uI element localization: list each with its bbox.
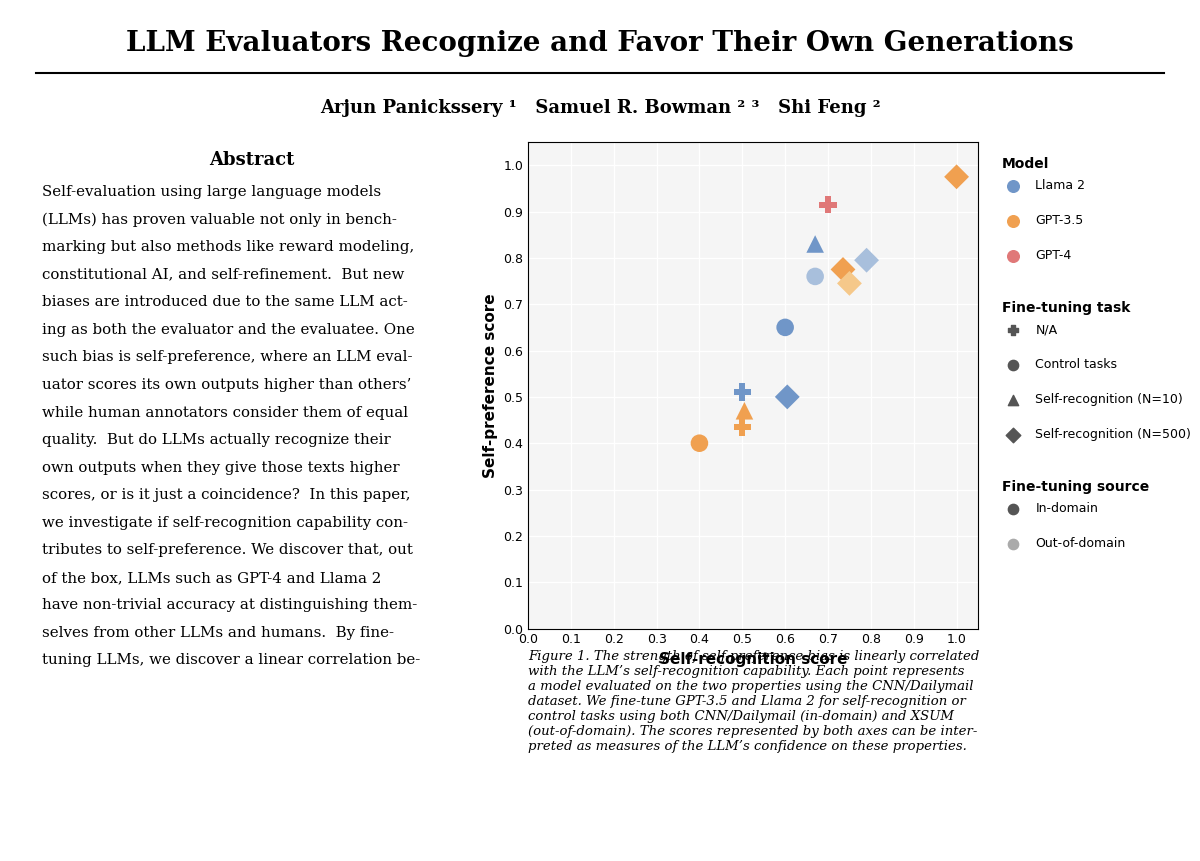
Text: own outputs when they give those texts higher: own outputs when they give those texts h…	[42, 461, 400, 474]
Point	[1003, 249, 1022, 263]
Text: we investigate if self-recognition capability con-: we investigate if self-recognition capab…	[42, 516, 408, 530]
X-axis label: Self-recognition score: Self-recognition score	[659, 652, 847, 667]
Text: tuning LLMs, we discover a linear correlation be-: tuning LLMs, we discover a linear correl…	[42, 653, 420, 667]
Point	[1003, 358, 1022, 372]
Text: uator scores its own outputs higher than others’: uator scores its own outputs higher than…	[42, 378, 412, 392]
Text: Model: Model	[1002, 157, 1049, 170]
Text: Control tasks: Control tasks	[1036, 358, 1117, 371]
Text: biases are introduced due to the same LLM act-: biases are introduced due to the same LL…	[42, 295, 408, 309]
Point	[1003, 179, 1022, 193]
Text: (LLMs) has proven valuable not only in bench-: (LLMs) has proven valuable not only in b…	[42, 213, 397, 227]
Point	[1003, 214, 1022, 228]
Text: selves from other LLMs and humans.  By fine-: selves from other LLMs and humans. By fi…	[42, 626, 394, 640]
Text: Self-recognition (N=500): Self-recognition (N=500)	[1036, 429, 1192, 442]
Text: such bias is self-preference, where an LLM eval-: such bias is self-preference, where an L…	[42, 350, 413, 364]
Text: LLM Evaluators Recognize and Favor Their Own Generations: LLM Evaluators Recognize and Favor Their…	[126, 30, 1074, 57]
Point	[1003, 537, 1022, 551]
Point	[947, 170, 966, 183]
Point	[733, 386, 752, 400]
Text: Llama 2: Llama 2	[1036, 179, 1086, 192]
Text: have non-trivial accuracy at distinguishing them-: have non-trivial accuracy at distinguish…	[42, 598, 418, 612]
Text: quality.  But do LLMs actually recognize their: quality. But do LLMs actually recognize …	[42, 433, 391, 447]
Point	[805, 269, 824, 283]
Point	[1003, 502, 1022, 516]
Text: Abstract: Abstract	[209, 151, 295, 169]
Text: Fine-tuning task: Fine-tuning task	[1002, 300, 1130, 314]
Text: ing as both the evaluator and the evaluatee. One: ing as both the evaluator and the evalua…	[42, 323, 415, 337]
Point	[1003, 323, 1022, 337]
Point	[857, 253, 876, 267]
Text: Self-recognition (N=10): Self-recognition (N=10)	[1036, 393, 1183, 406]
Text: marking but also methods like reward modeling,: marking but also methods like reward mod…	[42, 240, 414, 254]
Point	[818, 198, 838, 212]
Text: while human annotators consider them of equal: while human annotators consider them of …	[42, 406, 408, 419]
Point	[775, 320, 794, 334]
Point	[734, 404, 754, 418]
Text: N/A: N/A	[1036, 324, 1057, 337]
Text: constitutional AI, and self-refinement.  But new: constitutional AI, and self-refinement. …	[42, 268, 404, 282]
Text: Self-evaluation using large language models: Self-evaluation using large language mod…	[42, 185, 382, 199]
Text: GPT-4: GPT-4	[1036, 250, 1072, 263]
Point	[1003, 393, 1022, 406]
Text: of the box, LLMs such as GPT-4 and Llama 2: of the box, LLMs such as GPT-4 and Llama…	[42, 571, 382, 585]
Text: GPT-3.5: GPT-3.5	[1036, 214, 1084, 227]
Text: Arjun Panickssery ¹   Samuel R. Bowman ² ³   Shi Feng ²: Arjun Panickssery ¹ Samuel R. Bowman ² ³…	[319, 99, 881, 117]
Point	[733, 420, 752, 434]
Text: Out-of-domain: Out-of-domain	[1036, 537, 1126, 550]
Point	[833, 263, 852, 276]
Text: Figure 1. The strength of self-preference bias is linearly correlated
with the L: Figure 1. The strength of self-preferenc…	[528, 650, 979, 753]
Point	[805, 237, 824, 251]
Point	[778, 390, 797, 404]
Point	[840, 276, 859, 290]
Text: scores, or is it just a coincidence?  In this paper,: scores, or is it just a coincidence? In …	[42, 488, 410, 502]
Text: tributes to self-preference. We discover that, out: tributes to self-preference. We discover…	[42, 543, 413, 557]
Text: Fine-tuning source: Fine-tuning source	[1002, 480, 1150, 493]
Point	[690, 437, 709, 450]
Text: In-domain: In-domain	[1036, 502, 1098, 516]
Point	[1003, 428, 1022, 442]
Y-axis label: Self-preference score: Self-preference score	[482, 293, 498, 478]
